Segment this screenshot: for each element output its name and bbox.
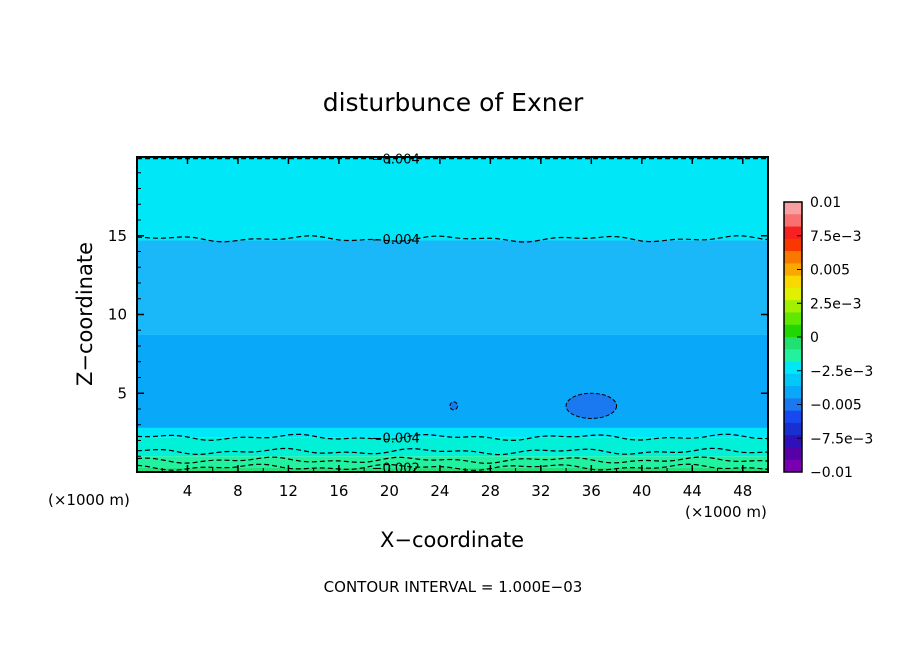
x-tick-label-2: 12 [279, 482, 298, 500]
colorbar-label-4: 0 [810, 330, 819, 346]
colorbar-label-3: 2.5e−3 [810, 296, 862, 312]
minimum-0 [565, 392, 618, 419]
colorbar-swatch-8 [784, 300, 802, 313]
local-minima-regions [449, 392, 618, 419]
colorbar-swatch-11 [784, 337, 802, 350]
x-tick-label-7: 32 [531, 482, 550, 500]
colorbar-swatch-17 [784, 410, 802, 424]
colorbar-swatch-0 [784, 202, 802, 215]
x-axis-label: X−coordinate [380, 528, 524, 552]
colorbar-swatch-4 [784, 251, 802, 264]
y-axis-label: Z−coordinate [73, 242, 97, 386]
colorbar-swatch-1 [784, 214, 802, 228]
contour-interval-note: CONTOUR INTERVAL = 1.000E−03 [324, 578, 583, 596]
colorbar-swatch-15 [784, 386, 802, 399]
x-tick-label-1: 8 [233, 482, 243, 500]
colorbar-swatch-18 [784, 422, 802, 436]
band-3 [137, 427, 768, 438]
x-tick-label-3: 16 [329, 482, 348, 500]
colorbar-swatch-5 [784, 263, 802, 277]
contour-label-2: −0.004 [372, 431, 420, 446]
x-ticks: 4 8 12 16 20 24 28 32 36 40 44 48 [161, 157, 752, 500]
band-5 [137, 240, 768, 335]
colorbar-swatch-13 [784, 361, 802, 375]
contour-label-0: −0.004 [372, 153, 420, 168]
y-axis-unit: (×1000 m) [48, 491, 130, 509]
x-tick-label-9: 40 [632, 482, 651, 500]
colorbar-label-0: 0.01 [810, 195, 841, 211]
band-0 [137, 467, 768, 472]
colorbar-swatch-2 [784, 226, 802, 240]
contour-line-3 [136, 447, 769, 456]
colorbar-swatch-12 [784, 349, 802, 363]
contour-fill-bands [137, 157, 768, 472]
colorbar: 0.01 7.5e−3 0.005 2.5e−3 0 −2.5e−3 −0.005 −7.5e… [783, 195, 873, 481]
band-4 [137, 334, 768, 428]
colorbar-swatch-14 [784, 373, 802, 387]
colorbar-swatch-3 [784, 238, 802, 252]
x-tick-label-4: 20 [380, 482, 399, 500]
colorbar-label-8: −0.01 [810, 465, 853, 481]
band-2 [137, 437, 768, 457]
colorbar-swatch-10 [784, 324, 802, 338]
colorbar-swatch-19 [784, 435, 802, 448]
colorbar-swatch-16 [784, 398, 802, 412]
colorbar-swatch-20 [784, 447, 802, 461]
y-tick-label-0: 5 [117, 384, 127, 402]
contour-line-1 [136, 235, 769, 243]
colorbar-swatch-7 [784, 287, 802, 301]
x-tick-label-6: 28 [481, 482, 500, 500]
colorbar-swatch-9 [784, 312, 802, 326]
contour-line-2 [136, 433, 768, 441]
contour-label-1: −0.004 [372, 233, 420, 248]
y-ticks: 5 10 15 [108, 172, 768, 457]
contour-label-5: −0.002 [372, 461, 420, 476]
x-tick-label-10: 44 [683, 482, 702, 500]
x-tick-label-5: 24 [430, 482, 449, 500]
contour-line-4 [136, 456, 769, 464]
y-tick-label-2: 15 [108, 227, 127, 245]
colorbar-label-1: 7.5e−3 [810, 229, 862, 245]
minimum-1 [449, 401, 459, 411]
contour-line-5 [136, 463, 769, 471]
colorbar-label-2: 0.005 [810, 263, 850, 279]
colorbar-swatch-6 [784, 275, 802, 289]
x-axis-unit: (×1000 m) [685, 503, 767, 521]
x-tick-label-8: 36 [582, 482, 601, 500]
chart-title: disturbunce of Exner [323, 88, 584, 117]
colorbar-label-7: −7.5e−3 [810, 431, 873, 447]
band-1 [137, 456, 768, 468]
colorbar-label-6: −0.005 [810, 398, 862, 414]
band-6 [137, 157, 768, 241]
contour-lines: −0.004 −0.004 −0.004 −0.002 [136, 153, 769, 476]
colorbar-swatch-21 [784, 459, 802, 473]
colorbar-label-5: −2.5e−3 [810, 364, 873, 380]
x-tick-label-0: 4 [183, 482, 193, 500]
y-tick-label-1: 10 [108, 306, 127, 324]
x-tick-label-11: 48 [733, 482, 752, 500]
